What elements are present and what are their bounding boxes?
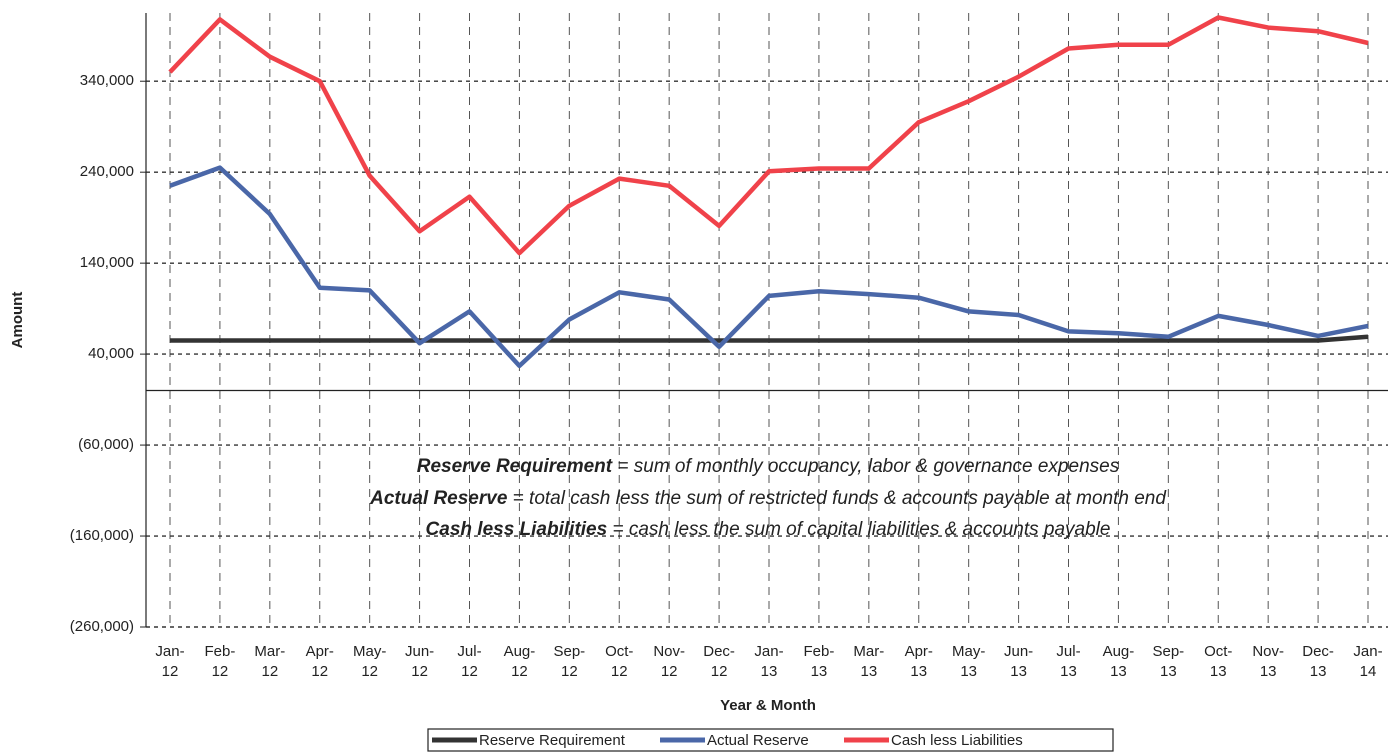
legend-label: Cash less Liabilities — [891, 732, 1023, 749]
legend-label: Reserve Requirement — [479, 732, 626, 749]
x-tick-label: Jun-13 — [1004, 643, 1033, 680]
x-tick-label: Mar-12 — [254, 643, 285, 680]
x-tick-label: Jul-12 — [457, 643, 481, 680]
y-tick-label: 140,000 — [80, 254, 134, 271]
x-tick-label: May-12 — [353, 643, 386, 680]
x-tick-label: Jan-12 — [155, 643, 184, 680]
annotation-definition: = sum of monthly occupancy, labor & gove… — [612, 456, 1120, 477]
series-line — [170, 334, 1369, 343]
annotation-definition: = cash less the sum of capital liabiliti… — [607, 519, 1110, 540]
annotation: Cash less Liabilities = cash less the su… — [426, 519, 1111, 540]
x-tick-label: Jan-13 — [754, 643, 783, 680]
annotation-term: Actual Reserve — [369, 488, 508, 509]
y-axis-label: Amount — [9, 292, 26, 349]
x-tick-label: Mar-13 — [853, 643, 884, 680]
y-tick-label: (160,000) — [70, 527, 134, 544]
x-tick-label: Apr-12 — [306, 643, 334, 680]
legend-box — [427, 728, 1114, 752]
x-tick-label: Aug-13 — [1103, 643, 1135, 680]
x-tick-label: Nov-12 — [653, 643, 685, 680]
series-line — [168, 15, 1369, 256]
x-tick-label: Oct-13 — [1204, 643, 1232, 680]
y-tick-label: 340,000 — [80, 72, 134, 89]
x-tick-label: Sep-13 — [1152, 643, 1184, 680]
y-tick-label: (260,000) — [70, 618, 134, 635]
x-tick-label: May-13 — [952, 643, 985, 680]
x-tick-label: Dec-13 — [1302, 643, 1334, 680]
x-tick-label: Jul-13 — [1056, 643, 1080, 680]
annotation-term: Cash less Liabilities — [426, 519, 608, 540]
x-tick-label: Sep-12 — [553, 643, 585, 680]
x-tick-label: Apr-13 — [905, 643, 933, 680]
x-tick-label: Dec-12 — [703, 643, 735, 680]
y-tick-label: 240,000 — [80, 163, 134, 180]
x-axis-label: Year & Month — [720, 697, 816, 714]
annotation-definition: = total cash less the sum of restricted … — [507, 488, 1167, 509]
annotation: Actual Reserve = total cash less the sum… — [369, 488, 1167, 509]
legend-label: Actual Reserve — [707, 732, 809, 749]
y-tick-label: (60,000) — [78, 436, 134, 453]
x-tick-label: Jan-14 — [1353, 643, 1382, 680]
x-tick-label: Jun-12 — [405, 643, 434, 680]
x-tick-label: Aug-12 — [504, 643, 536, 680]
x-tick-label: Feb-13 — [803, 643, 834, 680]
annotation: Reserve Requirement = sum of monthly occ… — [417, 456, 1120, 477]
x-tick-label: Feb-12 — [204, 643, 235, 680]
y-tick-label: 40,000 — [88, 345, 134, 362]
series-line — [169, 165, 1369, 369]
annotation-term: Reserve Requirement — [417, 456, 613, 477]
x-tick-label: Nov-13 — [1252, 643, 1284, 680]
x-tick-label: Oct-12 — [605, 643, 633, 680]
